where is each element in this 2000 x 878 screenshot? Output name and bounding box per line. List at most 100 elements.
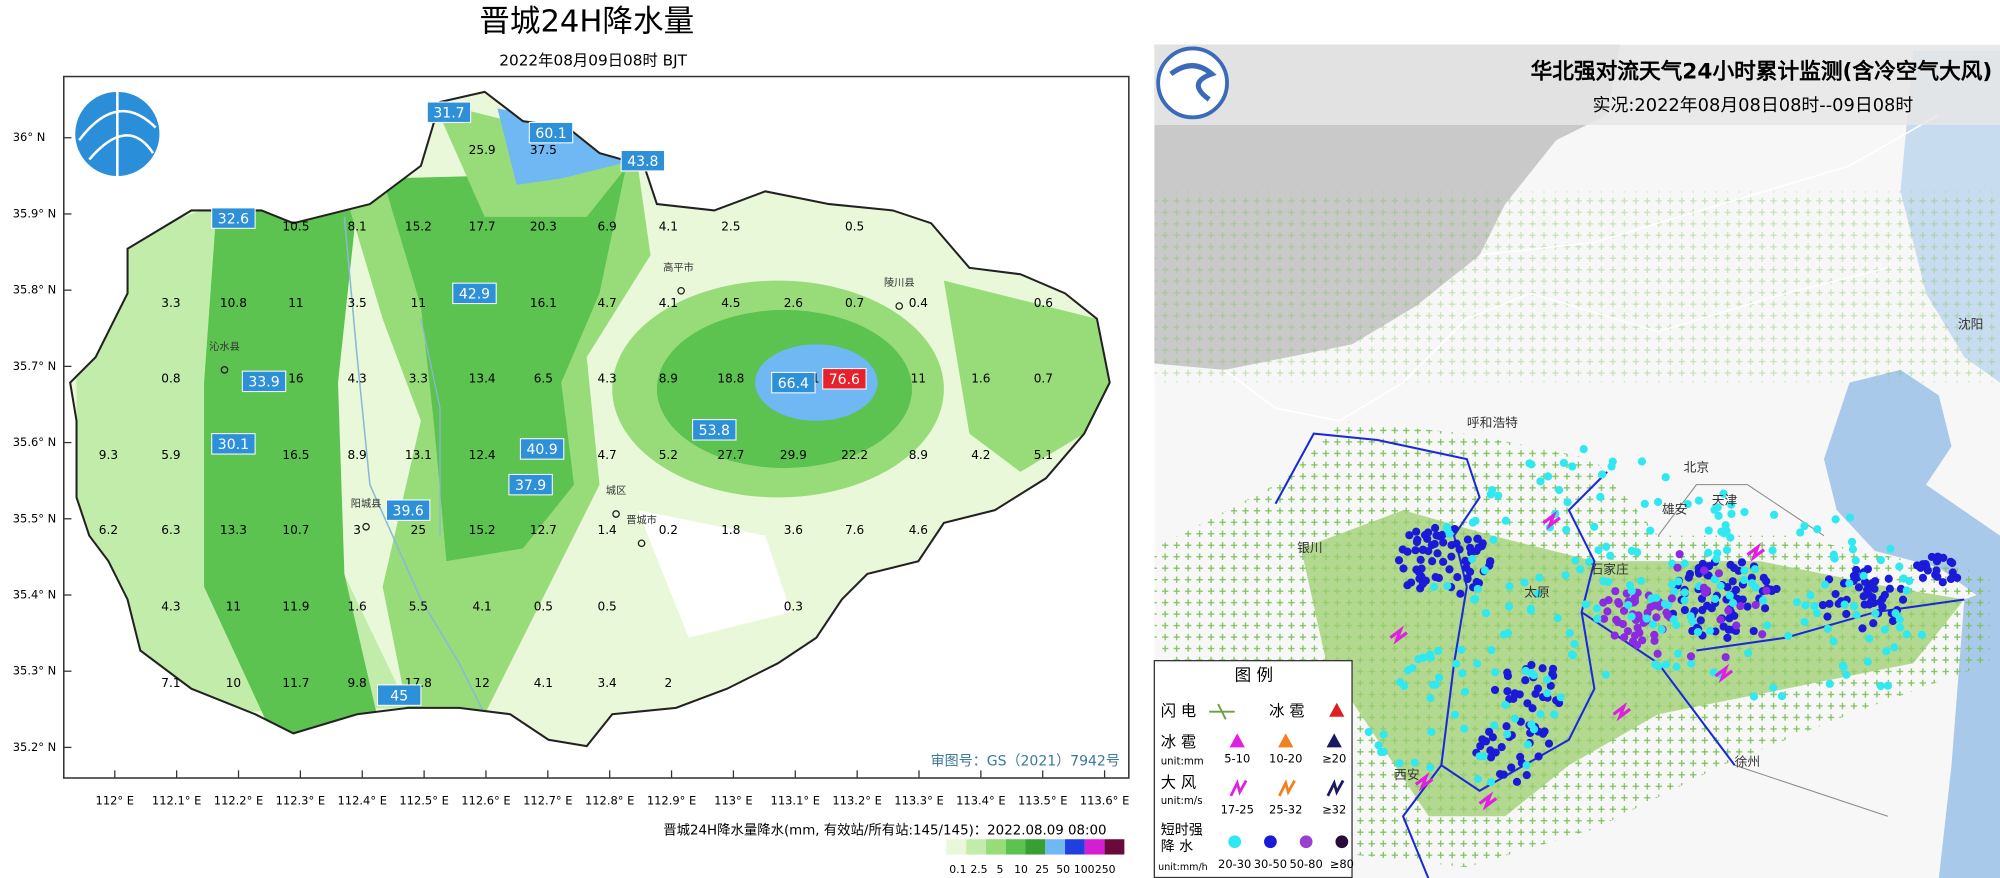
precip-dot	[1431, 523, 1440, 533]
lat-label: 35.3° N	[13, 664, 57, 678]
station-value: 8.1	[348, 220, 367, 234]
precip-dot	[1831, 589, 1840, 599]
precip-dot	[1714, 569, 1724, 578]
station-value: 1.8	[721, 523, 740, 537]
precip-dot	[1593, 614, 1602, 623]
lightning-symbol	[1209, 703, 1235, 720]
precip-dot	[1680, 596, 1689, 605]
precip-dot	[1399, 564, 1408, 573]
station-value: 12	[474, 676, 489, 690]
lat-label: 35.8° N	[13, 283, 57, 297]
precip-dot	[1590, 522, 1599, 531]
precip-dot	[1859, 592, 1868, 601]
precip-dot	[1487, 646, 1496, 655]
precip-dot	[1683, 500, 1692, 509]
lon-label: 113.3° E	[894, 793, 943, 807]
precip-dot	[1471, 595, 1480, 604]
precip-dot	[1884, 574, 1893, 583]
station-value: 17.7	[469, 220, 496, 234]
precip-dot	[1758, 630, 1767, 639]
precip-dot	[1632, 641, 1642, 650]
station-value: 18.8	[717, 371, 744, 385]
precip-dot	[1762, 586, 1771, 595]
precip-dot	[1693, 627, 1703, 637]
town-marker	[895, 302, 904, 310]
precip-dot	[1394, 556, 1404, 565]
precip-dot	[1825, 599, 1834, 608]
right-subtitle: 实况:2022年08月08日08时--09日08时	[1593, 95, 1914, 116]
precip-dot	[1473, 534, 1482, 543]
precip-dot	[1439, 557, 1448, 566]
precip-dot	[1473, 775, 1483, 784]
precip-dot	[1722, 545, 1732, 555]
wind-symbol	[1229, 779, 1248, 797]
precip-dot	[1825, 679, 1834, 688]
precip-dot	[1938, 578, 1947, 587]
precip-dot	[1555, 485, 1564, 495]
precip-dot	[1501, 700, 1510, 709]
town-name: 沁水县	[209, 341, 240, 353]
station-value: 15.2	[405, 220, 432, 234]
precip-dot	[1686, 612, 1695, 621]
precip-dot	[1465, 567, 1475, 576]
city-name: 西安	[1394, 768, 1420, 783]
precip-dot	[1499, 630, 1508, 639]
station-value: 12.7	[530, 523, 557, 537]
station-value: 1.4	[598, 523, 618, 537]
precip-dot	[1721, 521, 1730, 530]
legend-swatch	[946, 839, 967, 855]
city-name: 沈阳	[1958, 318, 1984, 333]
legend-label: 25	[1035, 863, 1049, 876]
legend-text: 大 风	[1161, 774, 1196, 792]
precip-dot	[1481, 609, 1490, 618]
wind-symbol	[1278, 779, 1296, 797]
precip-dot	[1812, 608, 1821, 618]
precip-dot	[1522, 771, 1531, 780]
wind-symbol	[1389, 625, 1408, 645]
legend-text: 20-30	[1218, 857, 1251, 871]
highlight-value: 66.4	[778, 376, 809, 392]
station-value: 7.6	[845, 523, 864, 537]
station-value: 13.3	[220, 523, 247, 537]
station-value: 4.3	[598, 371, 617, 385]
station-value: 25.9	[469, 143, 496, 157]
approval-number: 审图号：GS（2021）7942号	[931, 753, 1120, 769]
highlight-value: 60.1	[535, 126, 566, 142]
precip-dot	[1763, 621, 1772, 630]
precip-dot	[1467, 548, 1476, 557]
precip-dot	[1710, 594, 1720, 603]
highlight-value: 32.6	[218, 211, 249, 227]
precip-dot	[1427, 541, 1436, 550]
lat-label: 36° N	[13, 130, 46, 144]
precip-dot	[1723, 633, 1732, 642]
precip-dot	[1661, 473, 1670, 482]
lon-label: 113.1° E	[771, 793, 820, 807]
precip-dot	[1620, 633, 1629, 642]
precip-dot	[1654, 497, 1663, 507]
precip-dot	[1599, 577, 1608, 586]
precip-dot	[1948, 558, 1957, 568]
precip-dot	[1400, 681, 1409, 690]
precip-dot	[1751, 600, 1760, 610]
precip-dot	[1895, 615, 1904, 624]
rain-symbol	[1335, 835, 1349, 849]
lon-label: 113.4° E	[956, 793, 1005, 807]
precip-dot	[1559, 458, 1568, 468]
precip-dot	[1770, 510, 1779, 519]
precip-dot	[1648, 620, 1658, 629]
precip-dot	[1374, 741, 1383, 750]
precip-dot	[1556, 693, 1565, 702]
precip-dot	[1503, 730, 1512, 739]
station-value: 10.5	[282, 220, 309, 234]
precip-dot	[1568, 462, 1577, 471]
precip-dot	[1749, 692, 1759, 701]
station-value: 4.1	[659, 296, 678, 310]
precip-dot	[1918, 573, 1928, 582]
precip-dot	[1845, 579, 1854, 588]
legend-text: ≥80	[1330, 857, 1354, 871]
precip-dot	[1525, 459, 1534, 468]
precip-dot	[1627, 586, 1636, 596]
precip-dot	[1687, 659, 1696, 668]
station-value: 11	[911, 371, 926, 385]
right-title: 华北强对流天气24小时累计监测(含冷空气大风)	[1531, 59, 1993, 85]
